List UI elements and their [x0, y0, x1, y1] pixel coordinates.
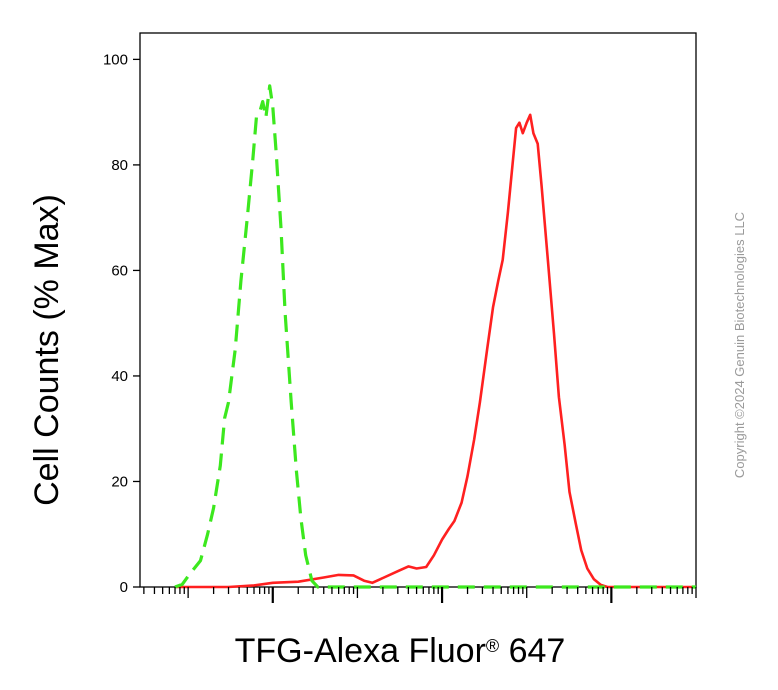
y-axis-ticks: 0 20 40 60 80 100: [103, 51, 140, 596]
stained-histogram-line: [175, 113, 696, 589]
control-histogram-line: [174, 84, 696, 589]
y-tick-label: 0: [120, 579, 128, 596]
y-tick-label: 20: [111, 473, 128, 490]
histogram-series: [174, 84, 696, 589]
registered-mark: ®: [486, 636, 499, 656]
y-tick-label: 80: [111, 157, 128, 174]
x-axis-ticks: [143, 587, 697, 603]
y-axis-label: Cell Counts (% Max): [28, 194, 66, 506]
y-tick-label: 40: [111, 368, 128, 385]
copyright-notice: Copyright ©2024 Genuin Biotechnologies L…: [732, 212, 747, 478]
x-axis-label-suffix: 647: [499, 632, 565, 670]
y-tick-label: 60: [111, 262, 128, 279]
x-axis-label-main: TFG-Alexa Fluor: [235, 632, 486, 670]
y-tick-label: 100: [103, 51, 128, 68]
plot-axes: [139, 32, 697, 588]
x-axis-label: TFG-Alexa Fluor® 647: [235, 632, 566, 670]
plot-frame: [139, 32, 697, 588]
